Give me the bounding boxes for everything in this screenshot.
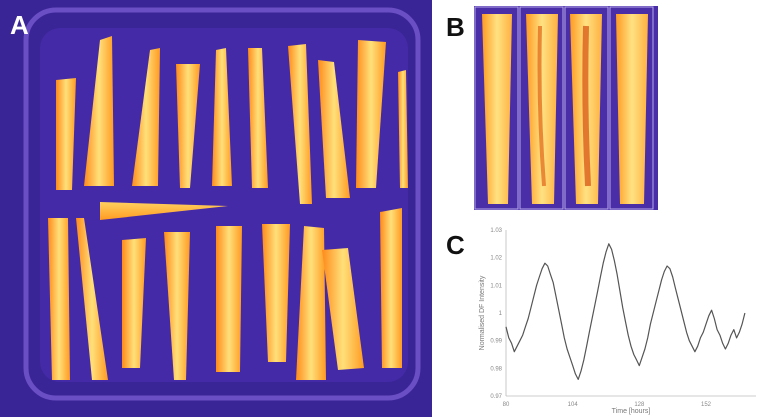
panel-a-thermal-image: A (0, 0, 432, 417)
y-tick-label: 0.97 (490, 394, 502, 400)
leaf-strip (48, 218, 70, 380)
y-tick-label: 1.02 (490, 256, 502, 262)
closeup-strip-1 (474, 6, 519, 210)
leaf-strip (76, 218, 108, 380)
leaf-strip (84, 36, 114, 186)
leaf-strip (398, 70, 408, 188)
panel-b-leaf-closeups (474, 6, 658, 210)
leaf-strip (56, 78, 76, 190)
leaf-strip (322, 248, 364, 370)
leaf-strip (288, 44, 312, 204)
panel-c-line-chart: 0.97 0.98 0.99 1 1.01 1.02 1.03 80 104 128 152 No… (474, 222, 768, 417)
x-tick-labels: 80 104 128 152 (503, 402, 712, 408)
leaf-strip (212, 48, 232, 186)
leaf-strip (318, 60, 350, 198)
leaf-strip (262, 224, 290, 362)
leaf-strip (296, 226, 326, 380)
x-tick-label: 152 (701, 402, 712, 408)
panel-label-a: A (10, 10, 29, 40)
leaf-strips-top-row (56, 36, 408, 204)
panel-label-c: C (446, 230, 465, 260)
leaf-strip-horizontal (100, 202, 228, 220)
closeup-strip-4 (609, 6, 654, 210)
leaf-strip (248, 48, 268, 188)
leaf-strip (122, 238, 146, 368)
tray-rim (23, 7, 421, 401)
series-line (505, 243, 746, 380)
x-tick-label: 104 (568, 402, 579, 408)
y-axis-label: Normalised DF Intensity (479, 275, 486, 350)
y-tick-label: 0.98 (490, 366, 502, 372)
panel-label-b: B (446, 12, 465, 42)
y-tick-label: 1.01 (490, 283, 502, 289)
closeup-strip-2 (519, 6, 564, 210)
df-intensity-chart: 0.97 0.98 0.99 1 1.01 1.02 1.03 80 104 128 152 No… (479, 228, 756, 415)
x-tick-label: 80 (503, 402, 510, 408)
leaf-strip (216, 226, 242, 372)
y-tick-label: 1.03 (490, 228, 502, 234)
x-tick-label: 128 (634, 402, 645, 408)
leaf-closeup-image (474, 6, 658, 210)
x-axis-label: Time [hours] (612, 408, 651, 415)
leaf-strip (380, 208, 402, 368)
y-tick-label: 0.99 (490, 339, 502, 345)
thermal-tray-image (23, 7, 421, 401)
leaf-strip (176, 64, 200, 188)
closeup-strip-3 (564, 6, 609, 210)
leaf-strips-bottom-row (48, 208, 402, 380)
y-tick-labels: 0.97 0.98 0.99 1 1.01 1.02 1.03 (490, 228, 502, 400)
y-tick-label: 1 (499, 311, 503, 317)
leaf-strip (164, 232, 190, 380)
leaf-strip (356, 40, 386, 188)
leaf-strip (132, 48, 160, 186)
